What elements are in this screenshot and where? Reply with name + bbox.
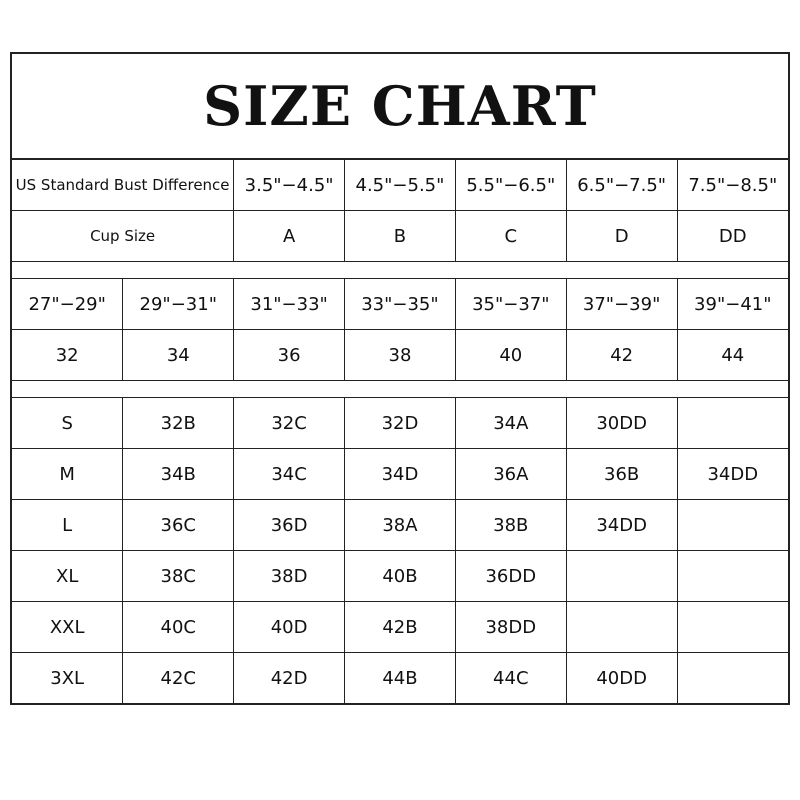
band-cell: 34 [122, 329, 235, 381]
underbust-cell: 31"−33" [233, 278, 346, 330]
bust-difference-cell: 5.5"−6.5" [454, 160, 567, 211]
size-row: XL 38C 38D 40B 36DD [12, 550, 788, 602]
underbust-cell: 35"−37" [454, 278, 567, 330]
size-table: US Standard Bust Difference 3.5"−4.5" 4.5"… [12, 160, 788, 703]
band-cell: 38 [344, 329, 456, 381]
spacer [12, 261, 788, 279]
size-label: L [12, 499, 124, 551]
size-cell: 38DD [454, 601, 567, 653]
cup-size-label: Cup Size [12, 210, 235, 262]
cup-size-cell: B [344, 210, 456, 262]
band-cell: 40 [454, 329, 567, 381]
bust-difference-cell: 7.5"−8.5" [676, 160, 788, 211]
size-chart: SIZE CHART US Standard Bust Difference 3.… [10, 52, 790, 705]
size-cell [565, 550, 678, 602]
size-cell: 44C [454, 652, 567, 703]
size-label: M [12, 448, 124, 500]
size-cell: 40C [122, 601, 235, 653]
size-cell [676, 652, 788, 703]
underbust-cell: 37"−39" [565, 278, 678, 330]
size-cell: 34D [344, 448, 456, 500]
size-cell: 38C [122, 550, 235, 602]
size-row: 3XL 42C 42D 44B 44C 40DD [12, 652, 788, 703]
size-cell: 36B [565, 448, 678, 500]
size-cell: 32D [344, 397, 456, 449]
band-cell: 36 [233, 329, 346, 381]
size-cell: 34C [233, 448, 346, 500]
size-label: S [12, 397, 124, 449]
size-cell: 32C [233, 397, 346, 449]
size-cell: 34B [122, 448, 235, 500]
size-cell: 30DD [565, 397, 678, 449]
size-cell: 38A [344, 499, 456, 551]
size-label: 3XL [12, 652, 124, 703]
size-cell [676, 499, 788, 551]
band-cell: 32 [12, 329, 124, 381]
size-cell: 42C [122, 652, 235, 703]
size-cell [676, 601, 788, 653]
size-cell: 44B [344, 652, 456, 703]
size-cell [676, 397, 788, 449]
size-row: M 34B 34C 34D 36A 36B 34DD [12, 448, 788, 500]
size-cell: 34DD [676, 448, 788, 500]
size-cell: 34A [454, 397, 567, 449]
size-cell: 42D [233, 652, 346, 703]
size-cell: 34DD [565, 499, 678, 551]
cup-size-cell: A [233, 210, 346, 262]
size-cell: 40DD [565, 652, 678, 703]
cup-size-cell: DD [676, 210, 788, 262]
size-cell: 40B [344, 550, 456, 602]
underbust-cell: 27"−29" [12, 278, 124, 330]
size-cell: 38B [454, 499, 567, 551]
bust-difference-cell: 4.5"−5.5" [344, 160, 456, 211]
underbust-cell: 29"−31" [122, 278, 235, 330]
size-cell: 40D [233, 601, 346, 653]
size-cell: 32B [122, 397, 235, 449]
cup-size-cell: D [565, 210, 678, 262]
size-label: XXL [12, 601, 124, 653]
cup-size-cell: C [454, 210, 567, 262]
band-cell: 42 [565, 329, 678, 381]
size-cell: 36D [233, 499, 346, 551]
underbust-row: 27"−29" 29"−31" 31"−33" 33"−35" 35"−37" 37"−3… [12, 278, 788, 330]
size-cell: 38D [233, 550, 346, 602]
cup-size-row: Cup Size A B C D DD [12, 210, 788, 262]
size-cell: 36A [454, 448, 567, 500]
spacer-row [12, 261, 788, 279]
size-cell: 36DD [454, 550, 567, 602]
band-cell: 44 [676, 329, 788, 381]
size-row: L 36C 36D 38A 38B 34DD [12, 499, 788, 551]
band-row: 32 34 36 38 40 42 44 [12, 329, 788, 381]
size-cell: 36C [122, 499, 235, 551]
bust-difference-cell: 3.5"−4.5" [233, 160, 346, 211]
chart-title: SIZE CHART [12, 54, 788, 160]
underbust-cell: 33"−35" [344, 278, 456, 330]
bust-difference-label: US Standard Bust Difference [12, 160, 235, 211]
spacer-row [12, 380, 788, 398]
size-row: S 32B 32C 32D 34A 30DD [12, 397, 788, 449]
underbust-cell: 39"−41" [676, 278, 788, 330]
bust-difference-row: US Standard Bust Difference 3.5"−4.5" 4.5"… [12, 160, 788, 211]
size-row: XXL 40C 40D 42B 38DD [12, 601, 788, 653]
size-cell [676, 550, 788, 602]
size-cell [565, 601, 678, 653]
size-cell: 42B [344, 601, 456, 653]
bust-difference-cell: 6.5"−7.5" [565, 160, 678, 211]
size-label: XL [12, 550, 124, 602]
spacer [12, 380, 788, 398]
